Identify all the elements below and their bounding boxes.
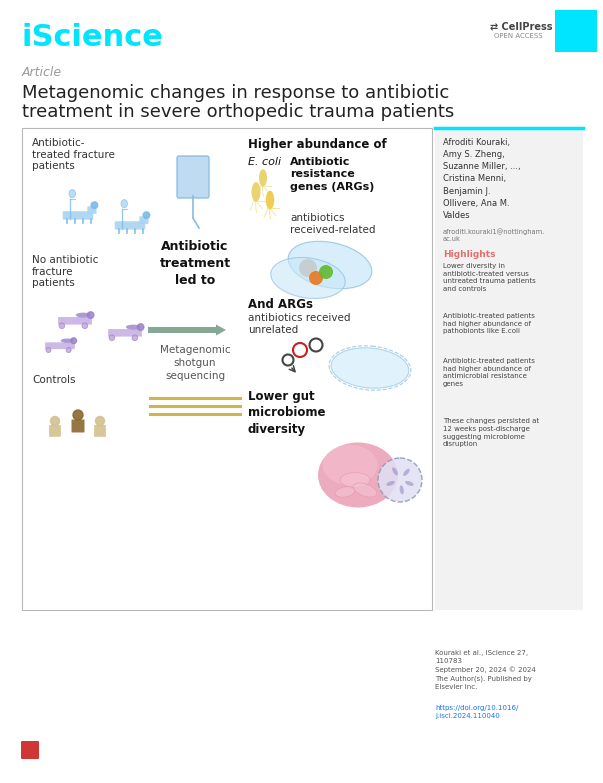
Circle shape xyxy=(137,324,144,330)
Text: Lower gut
microbiome
diversity: Lower gut microbiome diversity xyxy=(248,390,326,436)
Circle shape xyxy=(73,410,83,420)
Circle shape xyxy=(143,212,150,218)
Ellipse shape xyxy=(69,189,75,198)
Circle shape xyxy=(91,202,98,208)
Text: Lower diversity in
antibiotic-treated versus
untreated trauma patients
and contr: Lower diversity in antibiotic-treated ve… xyxy=(443,263,535,292)
Text: Kouraki et al., iScience 27,
110783
September 20, 2024 © 2024
The Author(s). Pub: Kouraki et al., iScience 27, 110783 Sept… xyxy=(435,650,535,691)
FancyBboxPatch shape xyxy=(22,128,432,610)
Ellipse shape xyxy=(126,325,140,330)
Text: Higher abundance of: Higher abundance of xyxy=(248,138,387,151)
FancyBboxPatch shape xyxy=(63,211,93,219)
Text: Metagenomic changes in response to antibiotic: Metagenomic changes in response to antib… xyxy=(22,84,449,102)
FancyBboxPatch shape xyxy=(435,128,583,610)
Ellipse shape xyxy=(405,481,414,485)
Text: Highlights: Highlights xyxy=(443,250,496,259)
Circle shape xyxy=(59,323,65,329)
Text: afroditi.kouraki1@nottingham.
ac.uk: afroditi.kouraki1@nottingham. ac.uk xyxy=(443,228,545,242)
FancyBboxPatch shape xyxy=(115,222,145,229)
Ellipse shape xyxy=(392,467,398,475)
Ellipse shape xyxy=(340,472,370,488)
FancyArrow shape xyxy=(148,324,226,335)
Circle shape xyxy=(71,337,77,344)
FancyBboxPatch shape xyxy=(49,425,61,437)
Text: iScience: iScience xyxy=(22,23,164,52)
Ellipse shape xyxy=(403,469,409,476)
Ellipse shape xyxy=(387,481,395,485)
Ellipse shape xyxy=(266,190,274,209)
Text: No antibiotic
fracture
patients: No antibiotic fracture patients xyxy=(32,255,98,288)
Text: Antibiotic
resistance
genes (ARGs): Antibiotic resistance genes (ARGs) xyxy=(290,157,374,192)
Circle shape xyxy=(95,417,104,425)
Text: E. coli: E. coli xyxy=(248,157,281,167)
Text: Afroditi Kouraki,
Amy S. Zheng,
Suzanne Miller, ...,
Cristina Menni,
Benjamin J.: Afroditi Kouraki, Amy S. Zheng, Suzanne … xyxy=(443,138,520,220)
Circle shape xyxy=(46,348,51,352)
Ellipse shape xyxy=(353,483,377,497)
Text: And ARGs: And ARGs xyxy=(248,298,313,311)
FancyBboxPatch shape xyxy=(94,425,106,437)
FancyBboxPatch shape xyxy=(555,10,597,52)
FancyBboxPatch shape xyxy=(45,342,75,349)
Circle shape xyxy=(378,458,422,502)
Text: Antibiotic-
treated fracture
patients: Antibiotic- treated fracture patients xyxy=(32,138,115,171)
Ellipse shape xyxy=(61,338,74,343)
FancyBboxPatch shape xyxy=(87,206,96,214)
FancyBboxPatch shape xyxy=(21,741,39,759)
Ellipse shape xyxy=(400,485,404,494)
Text: These changes persisted at
12 weeks post-discharge
suggesting microbiome
disrupt: These changes persisted at 12 weeks post… xyxy=(443,418,539,447)
Circle shape xyxy=(319,265,333,279)
Circle shape xyxy=(109,335,115,341)
FancyBboxPatch shape xyxy=(58,317,92,325)
Text: https://doi.org/10.1016/
j.isci.2024.110040: https://doi.org/10.1016/ j.isci.2024.110… xyxy=(435,705,519,719)
Text: antibiotics received
unrelated: antibiotics received unrelated xyxy=(248,313,350,335)
FancyBboxPatch shape xyxy=(108,329,142,337)
FancyBboxPatch shape xyxy=(139,216,148,224)
Text: Metagenomic
shotgun
sequencing: Metagenomic shotgun sequencing xyxy=(160,345,230,381)
Circle shape xyxy=(82,323,87,329)
Circle shape xyxy=(66,348,71,352)
Ellipse shape xyxy=(335,487,355,497)
Text: treatment in severe orthopedic trauma patients: treatment in severe orthopedic trauma pa… xyxy=(22,103,454,121)
FancyBboxPatch shape xyxy=(177,156,209,198)
Ellipse shape xyxy=(318,442,398,507)
Text: Controls: Controls xyxy=(32,375,75,385)
Text: Antibiotic-treated patients
had higher abundance of
pathobionts like E.coli: Antibiotic-treated patients had higher a… xyxy=(443,313,535,334)
FancyBboxPatch shape xyxy=(72,420,84,432)
Circle shape xyxy=(87,312,94,319)
Text: OPEN ACCESS: OPEN ACCESS xyxy=(494,33,543,39)
Circle shape xyxy=(132,335,137,341)
Ellipse shape xyxy=(271,258,346,298)
Circle shape xyxy=(309,271,323,285)
Text: antibiotics
received-related: antibiotics received-related xyxy=(290,213,376,236)
Ellipse shape xyxy=(251,182,260,202)
Ellipse shape xyxy=(323,445,377,485)
Text: ⇄ CellPress: ⇄ CellPress xyxy=(490,21,552,31)
Circle shape xyxy=(51,417,60,425)
Text: Antibiotic-treated patients
had higher abundance of
antimicrobial resistance
gen: Antibiotic-treated patients had higher a… xyxy=(443,358,535,388)
Ellipse shape xyxy=(288,241,372,289)
Circle shape xyxy=(299,259,317,277)
Text: Article: Article xyxy=(22,66,62,78)
Ellipse shape xyxy=(331,348,409,388)
Text: Antibiotic
treatment
led to: Antibiotic treatment led to xyxy=(159,240,230,287)
Ellipse shape xyxy=(121,200,128,207)
Ellipse shape xyxy=(76,312,90,318)
Ellipse shape xyxy=(259,169,267,187)
